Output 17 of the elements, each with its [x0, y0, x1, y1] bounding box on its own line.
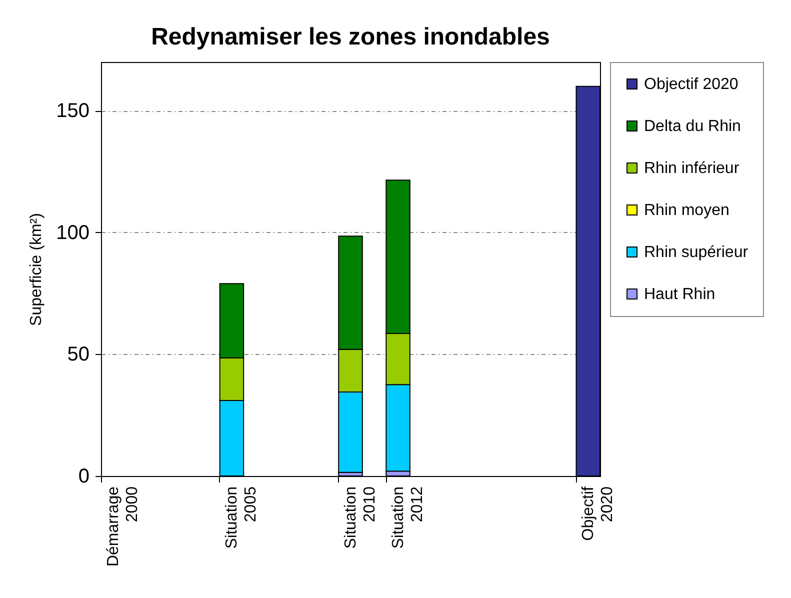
- legend-label: Rhin inférieur: [644, 160, 740, 177]
- x-tick-label: Situation 2010: [342, 486, 378, 549]
- legend-label: Objectif 2020: [644, 76, 738, 93]
- y-tick-label: 100: [56, 222, 90, 244]
- legend-label: Rhin supérieur: [644, 244, 749, 261]
- y-tick-label: 50: [67, 344, 90, 366]
- chart-title: Redynamiser les zones inondables: [151, 24, 550, 50]
- x-tick-label: Objectif 2020: [580, 486, 616, 541]
- legend-label: Haut Rhin: [644, 286, 716, 303]
- y-tick-label: 0: [78, 466, 90, 488]
- x-tick-label: Situation 2005: [224, 486, 260, 549]
- x-tick-label: Situation 2012: [390, 486, 426, 549]
- legend-label: Rhin moyen: [644, 202, 730, 219]
- legend-label: Delta du Rhin: [644, 118, 741, 135]
- y-tick-label: 150: [56, 100, 90, 122]
- x-tick-label: Démarrage 2000: [104, 486, 141, 567]
- y-axis-title: Superficie (km²): [28, 213, 46, 326]
